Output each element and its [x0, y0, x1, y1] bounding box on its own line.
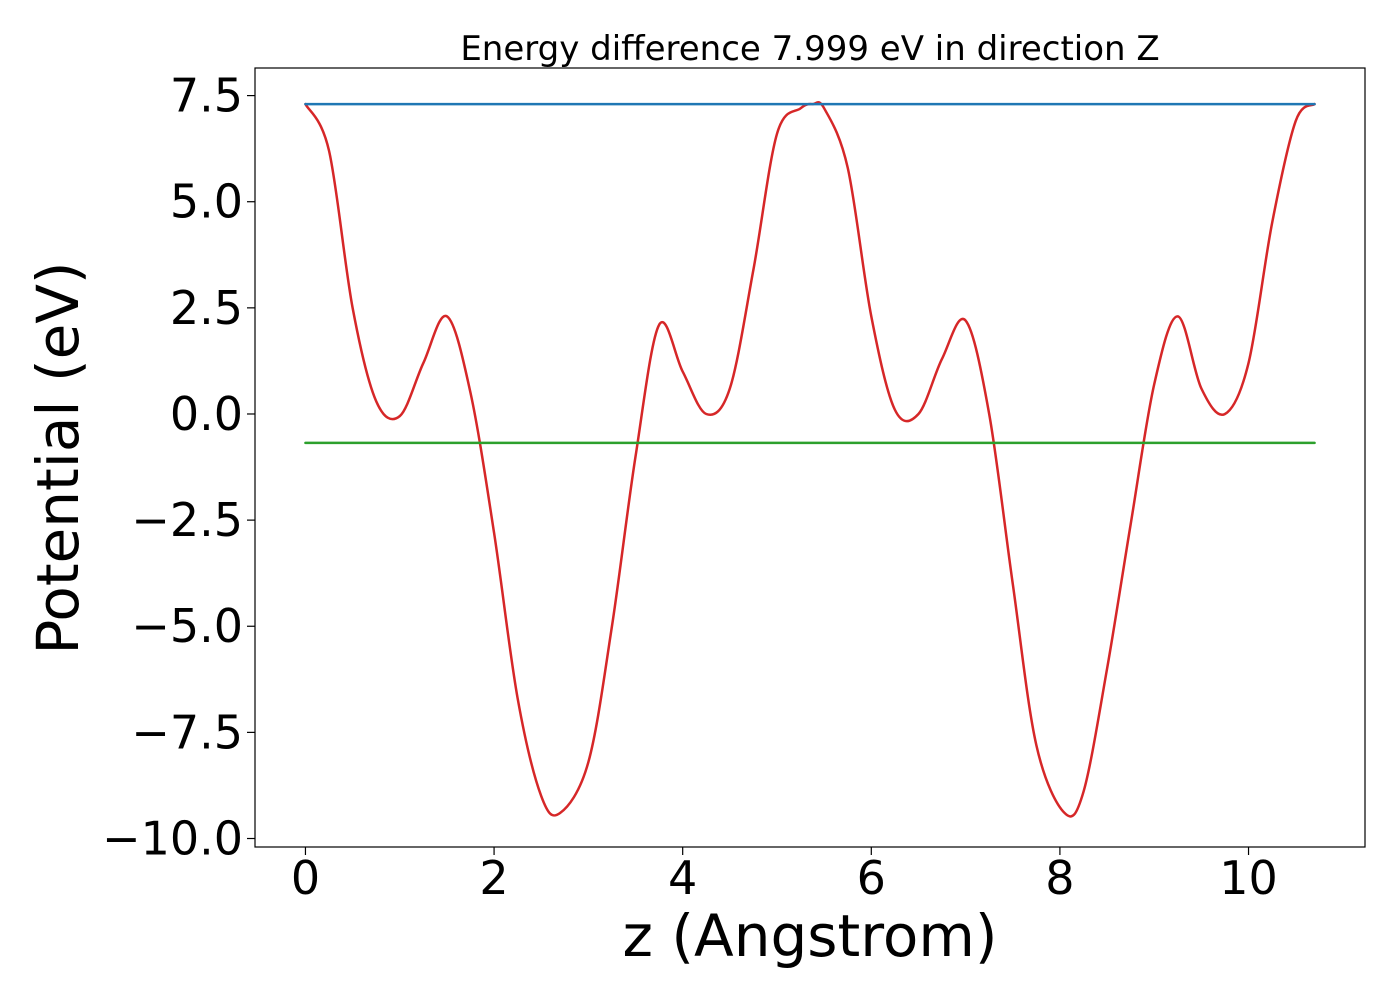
x-tick-label: 0	[291, 851, 320, 905]
y-tick-label: −10.0	[102, 812, 243, 866]
x-axis-label: z (Angstrom)	[623, 902, 998, 970]
x-tick-label: 6	[857, 851, 886, 905]
y-axis: 7.5 5.0 2.5 0.0 −2.5 −5.0 −7.5 −10.0	[102, 69, 255, 866]
chart-title: Energy difference 7.999 eV in direction …	[460, 29, 1159, 69]
x-tick-label: 2	[479, 851, 508, 905]
x-tick-label: 10	[1219, 851, 1278, 905]
plot-area	[304, 100, 1316, 818]
y-tick-label: −5.0	[131, 599, 243, 653]
y-tick-label: 7.5	[170, 69, 243, 123]
y-tick-label: 5.0	[170, 175, 243, 229]
plot-frame	[254, 67, 1366, 848]
y-axis-label: Potential (eV)	[24, 261, 92, 654]
y-tick-label: 2.5	[170, 281, 243, 335]
y-tick-label: −7.5	[131, 705, 243, 759]
x-tick-label: 4	[668, 851, 697, 905]
y-tick-label: −2.5	[131, 493, 243, 547]
y-tick-label: 0.0	[170, 387, 243, 441]
x-axis: 0 2 4 6 8 10	[291, 847, 1278, 905]
x-tick-label: 8	[1045, 851, 1074, 905]
